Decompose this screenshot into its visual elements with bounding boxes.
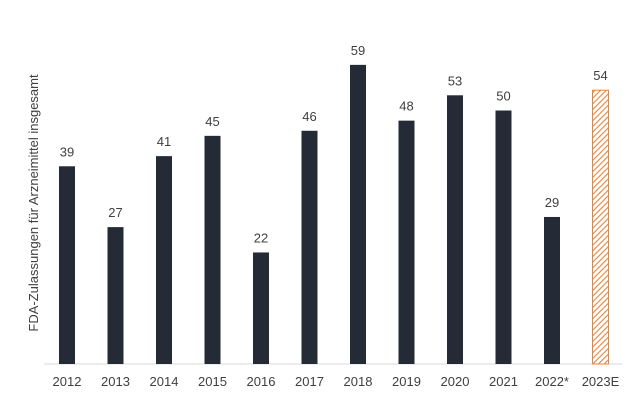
bar-2012 (59, 166, 75, 364)
category-label-2021: 2021 (489, 374, 518, 389)
value-label-2017: 46 (302, 109, 316, 124)
category-label-2015: 2015 (198, 374, 227, 389)
category-label-2023E: 2023E (582, 374, 620, 389)
value-label-2015: 45 (205, 114, 219, 129)
category-label-2022*: 2022* (535, 374, 569, 389)
category-label-2017: 2017 (295, 374, 324, 389)
value-label-2016: 22 (254, 230, 268, 245)
value-label-2022*: 29 (545, 195, 559, 210)
category-label-2019: 2019 (392, 374, 421, 389)
bar-2016 (253, 252, 269, 364)
bar-2013 (107, 227, 124, 364)
category-label-2013: 2013 (101, 374, 130, 389)
value-label-2013: 27 (108, 205, 122, 220)
category-label-2014: 2014 (150, 374, 179, 389)
bar-2018 (350, 64, 366, 365)
value-label-2018: 59 (351, 43, 365, 58)
bars-group (59, 64, 609, 365)
bar-2020 (447, 95, 463, 364)
value-label-2021: 50 (496, 89, 510, 104)
value-label-2023E: 54 (593, 68, 607, 83)
bar-2014 (156, 156, 172, 364)
category-label-2016: 2016 (247, 374, 276, 389)
value-label-2014: 41 (157, 134, 171, 149)
value-label-2019: 48 (399, 99, 413, 114)
bar-2022* (544, 216, 560, 364)
category-label-2012: 2012 (53, 374, 82, 389)
bar-2017 (301, 130, 318, 364)
bar-2019 (398, 120, 415, 364)
bar-2015 (204, 135, 221, 364)
value-labels-group: 39 27 41 45 22 46 59 48 53 50 29 54 (60, 43, 608, 246)
bar-2021 (495, 110, 512, 364)
category-label-2018: 2018 (344, 374, 373, 389)
bar-2023E (592, 89, 609, 365)
value-label-2020: 53 (448, 73, 462, 88)
value-label-2012: 39 (60, 144, 74, 159)
category-label-2020: 2020 (441, 374, 470, 389)
y-axis-title: FDA-Zulassungen für Arzneimittel insgesa… (26, 74, 41, 332)
category-labels-group: 2012 2013 2014 2015 2016 2017 2018 2019 2020 2021… (53, 374, 620, 389)
